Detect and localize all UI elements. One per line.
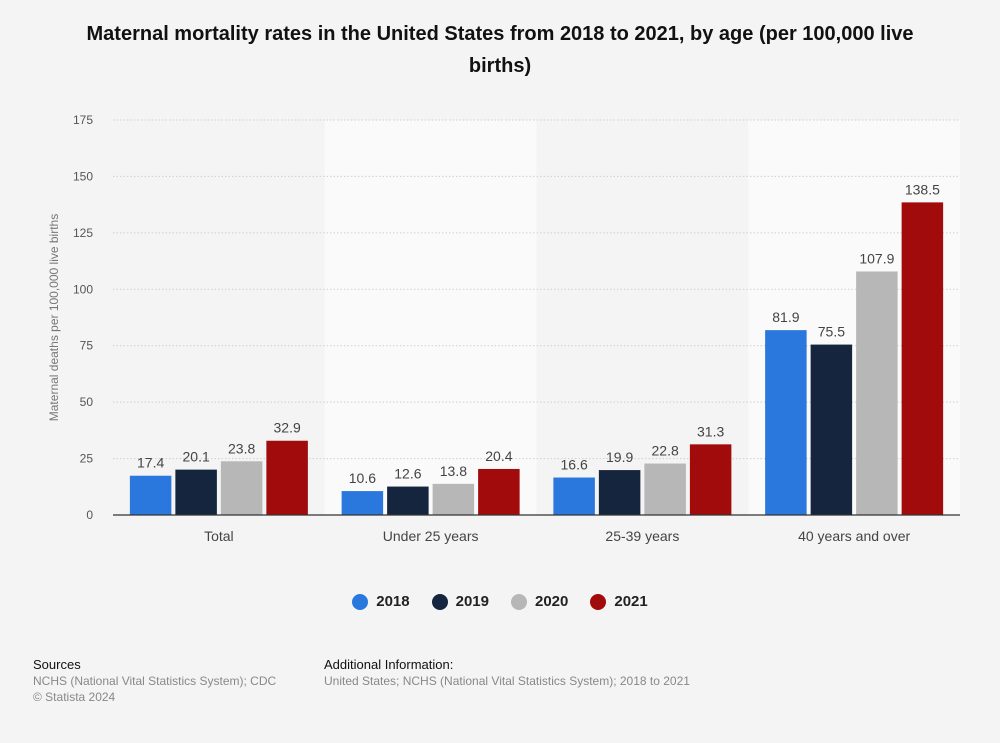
y-tick-label: 0 [86,508,93,522]
y-tick-label: 100 [73,282,93,296]
bar-2020 [432,483,475,515]
data-label: 22.8 [652,443,679,459]
bar-2018 [341,491,384,515]
bar-2020 [644,463,686,515]
data-label: 20.1 [183,449,210,465]
legend-label: 2021 [614,593,648,610]
data-label: 107.9 [859,250,894,266]
y-tick-label: 150 [73,169,93,183]
bar-2018 [765,330,807,515]
bar-2020 [856,271,898,515]
bar-2018 [553,477,595,515]
legend: 2018 2019 2020 2021 [0,593,1000,610]
sources-line-2: © Statista 2024 [33,690,116,704]
x-tick-label: Total [204,528,234,544]
data-label: 31.3 [697,423,724,439]
legend-label: 2020 [535,593,569,610]
legend-dot [431,593,448,610]
legend-dot [511,593,527,610]
bar-2021 [266,440,308,515]
bar-2019 [810,344,853,515]
data-label: 10.6 [349,470,376,486]
x-tick-label: 25-39 years [605,528,679,544]
x-tick-label: Under 25 years [383,528,479,544]
y-tick-label: 175 [73,113,93,127]
y-axis-label: Maternal deaths per 100,000 live births [47,214,61,421]
data-label: 16.6 [561,457,588,473]
bar-2018 [129,475,172,515]
legend-item-2019[interactable]: 2019 [431,593,489,610]
y-tick-label: 25 [80,452,94,466]
y-tick-label: 125 [73,226,93,240]
data-label: 17.4 [137,455,164,471]
data-label: 138.5 [905,181,940,197]
data-label: 13.8 [440,463,467,479]
data-label: 23.8 [228,440,255,456]
legend-item-2018[interactable]: 2018 [352,593,410,610]
sources-line-1[interactable]: NCHS (National Vital Statistics System);… [33,674,277,688]
legend-label: 2018 [376,593,410,610]
bar-2021 [689,444,732,515]
bar-2019 [175,469,217,515]
bar-2021 [478,468,520,515]
legend-dot [352,593,369,610]
category-band [324,120,537,515]
bar-2019 [598,470,641,515]
sources-block: Sources NCHS (National Vital Statistics … [33,657,276,705]
legend-label: 2019 [455,593,489,610]
data-label: 32.9 [274,420,301,436]
chart-title: Maternal mortality rates in the United S… [86,23,914,77]
data-label: 19.9 [606,449,633,465]
bar-2019 [387,486,429,515]
data-label: 12.6 [394,466,421,482]
legend-dot [590,593,607,610]
bar-2021 [901,202,944,515]
data-label: 81.9 [772,309,799,325]
data-label: 75.5 [818,324,845,340]
legend-item-2021[interactable]: 2021 [590,593,648,610]
sources-title: Sources [33,657,81,672]
y-tick-label: 75 [80,339,94,353]
y-tick-label: 50 [80,395,94,409]
x-tick-label: 40 years and over [798,528,910,544]
additional-info-block: Additional Information: United States; N… [324,657,690,689]
bar-2020 [220,461,263,515]
data-label: 20.4 [485,448,512,464]
additional-info-text: United States; NCHS (National Vital Stat… [324,674,690,688]
legend-item-2020[interactable]: 2020 [511,593,568,610]
additional-info-title: Additional Information: [324,657,454,672]
